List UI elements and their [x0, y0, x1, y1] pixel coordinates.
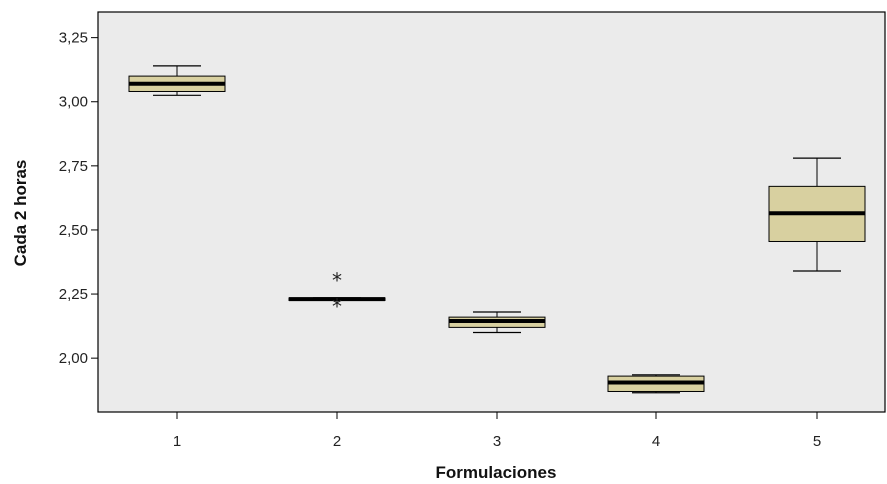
outlier-marker: * [332, 294, 342, 318]
boxes-layer: ** [128, 65, 866, 394]
box-category-2: ** [288, 269, 386, 318]
y-tick-label: 3,25 [59, 30, 88, 47]
x-tick-label: 4 [652, 433, 660, 450]
x-axis-title: Formulaciones [436, 463, 557, 482]
x-tick-label: 2 [333, 433, 341, 450]
y-axis-title: Cada 2 horas [11, 160, 30, 267]
y-axis: 2,00 2,25 2,50 2,75 3,00 3,25 [59, 30, 98, 367]
box-category-4 [607, 374, 705, 394]
outlier-marker: * [332, 269, 342, 293]
box-category-5 [768, 157, 866, 272]
x-tick-label: 3 [493, 433, 501, 450]
y-tick-label: 2,00 [59, 350, 88, 367]
x-tick-label: 5 [813, 433, 821, 450]
box-category-3 [448, 311, 546, 334]
y-tick-label: 2,25 [59, 286, 88, 303]
y-tick-label: 2,50 [59, 222, 88, 239]
plot-area [97, 11, 886, 413]
y-tick-label: 3,00 [59, 94, 88, 111]
x-axis: 1 2 3 4 5 [173, 412, 821, 450]
box-category-1 [128, 65, 226, 96]
y-tick-label: 2,75 [59, 158, 88, 175]
x-tick-label: 1 [173, 433, 181, 450]
